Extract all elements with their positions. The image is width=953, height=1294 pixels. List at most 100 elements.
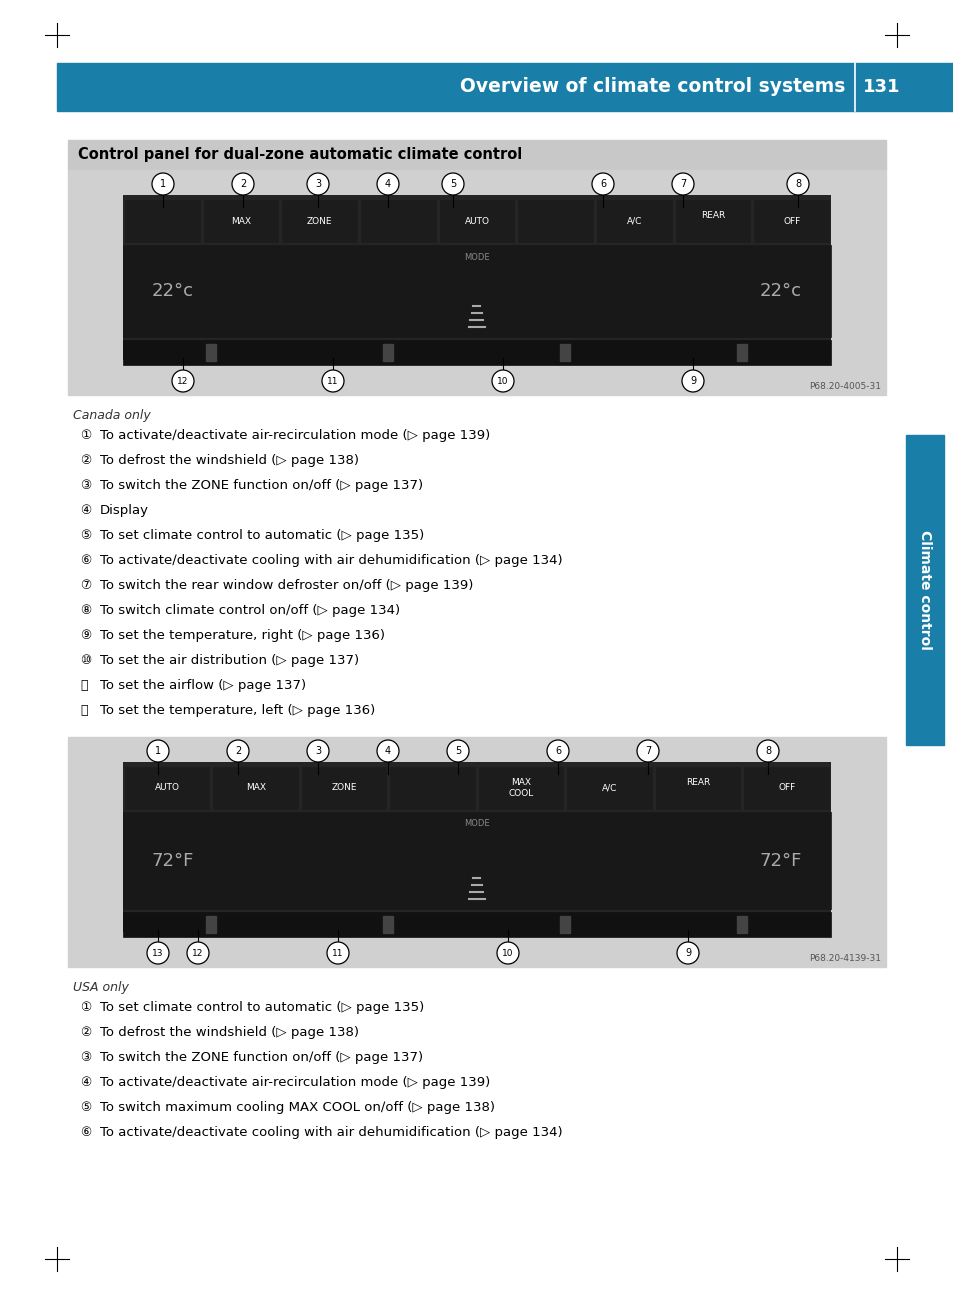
Text: 2: 2 <box>239 179 246 189</box>
Text: ⑦: ⑦ <box>80 578 91 591</box>
Text: To set climate control to automatic (▷ page 135): To set climate control to automatic (▷ p… <box>100 1002 424 1014</box>
Circle shape <box>376 173 398 195</box>
Text: ④: ④ <box>80 503 91 518</box>
Text: ZONE: ZONE <box>307 216 332 225</box>
Bar <box>123 195 830 360</box>
Text: 1: 1 <box>154 747 161 756</box>
Text: USA only: USA only <box>73 981 129 994</box>
Text: 22°c: 22°c <box>760 282 801 300</box>
Circle shape <box>492 370 514 392</box>
Bar <box>597 201 671 242</box>
Text: 1: 1 <box>160 179 166 189</box>
Text: 3: 3 <box>314 179 321 189</box>
Circle shape <box>677 942 699 964</box>
Text: To switch maximum cooling MAX COOL on∕off (▷ page 138): To switch maximum cooling MAX COOL on∕of… <box>100 1101 495 1114</box>
Text: A/C: A/C <box>601 783 617 792</box>
Bar <box>737 344 747 361</box>
Text: 9: 9 <box>689 377 696 386</box>
Circle shape <box>757 740 779 762</box>
Text: 4: 4 <box>384 179 391 189</box>
Text: ⑨: ⑨ <box>80 629 91 642</box>
Text: 2: 2 <box>234 747 241 756</box>
Text: A/C: A/C <box>626 216 641 225</box>
Bar <box>656 767 740 809</box>
Text: P68.20-4005-31: P68.20-4005-31 <box>808 382 880 391</box>
Text: ②: ② <box>80 454 91 467</box>
Text: P68.20-4139-31: P68.20-4139-31 <box>808 954 880 963</box>
Bar <box>123 340 830 365</box>
Bar <box>517 201 593 242</box>
Text: To set the temperature, left (▷ page 136): To set the temperature, left (▷ page 136… <box>100 704 375 717</box>
Bar <box>383 344 393 361</box>
Text: ⑪: ⑪ <box>80 679 88 692</box>
Text: MODE: MODE <box>464 252 489 261</box>
Text: 7: 7 <box>644 747 651 756</box>
Text: ⑥: ⑥ <box>80 1126 91 1139</box>
Text: REAR: REAR <box>685 778 710 797</box>
Bar <box>213 767 297 809</box>
Bar <box>383 916 393 933</box>
Bar <box>282 201 356 242</box>
Circle shape <box>227 740 249 762</box>
Circle shape <box>637 740 659 762</box>
Bar <box>206 344 216 361</box>
Text: Overview of climate control systems: Overview of climate control systems <box>459 78 844 97</box>
Text: ⑥: ⑥ <box>80 554 91 567</box>
Text: 8: 8 <box>794 179 801 189</box>
Circle shape <box>147 740 169 762</box>
Text: 10: 10 <box>497 377 508 386</box>
Circle shape <box>592 173 614 195</box>
Bar <box>123 912 830 937</box>
Text: To activate∕deactivate air-recirculation mode (▷ page 139): To activate∕deactivate air-recirculation… <box>100 1077 490 1090</box>
Bar <box>737 916 747 933</box>
Text: To set the temperature, right (▷ page 136): To set the temperature, right (▷ page 13… <box>100 629 385 642</box>
Bar <box>125 767 210 809</box>
Circle shape <box>546 740 568 762</box>
Text: ⑧: ⑧ <box>80 604 91 617</box>
Text: 11: 11 <box>332 949 343 958</box>
Circle shape <box>232 173 253 195</box>
Circle shape <box>152 173 173 195</box>
Text: 12: 12 <box>177 377 189 386</box>
Bar <box>68 140 885 170</box>
Text: 5: 5 <box>455 747 460 756</box>
Circle shape <box>376 740 398 762</box>
Bar <box>203 201 278 242</box>
Text: To activate∕deactivate cooling with air dehumidification (▷ page 134): To activate∕deactivate cooling with air … <box>100 554 562 567</box>
Text: AUTO: AUTO <box>464 216 489 225</box>
Bar <box>68 170 885 395</box>
Text: OFF: OFF <box>778 783 795 792</box>
Text: Climate control: Climate control <box>917 531 931 650</box>
Bar <box>123 245 830 336</box>
Text: To defrost the windshield (▷ page 138): To defrost the windshield (▷ page 138) <box>100 454 358 467</box>
Bar <box>206 916 216 933</box>
Text: 5: 5 <box>450 179 456 189</box>
Text: 12: 12 <box>193 949 204 958</box>
Bar <box>478 767 563 809</box>
Circle shape <box>307 740 329 762</box>
Text: To set the air distribution (▷ page 137): To set the air distribution (▷ page 137) <box>100 653 358 666</box>
Circle shape <box>327 942 349 964</box>
Circle shape <box>671 173 693 195</box>
Circle shape <box>322 370 344 392</box>
Bar <box>754 201 828 242</box>
Text: 10: 10 <box>501 949 514 958</box>
Text: 9: 9 <box>684 949 690 958</box>
Text: 7: 7 <box>679 179 685 189</box>
Text: 6: 6 <box>599 179 605 189</box>
Text: To set the airflow (▷ page 137): To set the airflow (▷ page 137) <box>100 679 306 692</box>
Text: To activate∕deactivate cooling with air dehumidification (▷ page 134): To activate∕deactivate cooling with air … <box>100 1126 562 1139</box>
Bar <box>123 762 830 932</box>
Bar <box>57 63 953 111</box>
Bar <box>560 344 570 361</box>
Text: ③: ③ <box>80 1051 91 1064</box>
Text: 3: 3 <box>314 747 321 756</box>
Bar <box>360 201 436 242</box>
Circle shape <box>441 173 463 195</box>
Circle shape <box>187 942 209 964</box>
Bar <box>743 767 828 809</box>
Text: Control panel for dual-zone automatic climate control: Control panel for dual-zone automatic cl… <box>78 148 521 163</box>
Text: ⑩: ⑩ <box>80 653 91 666</box>
Text: To switch the rear window defroster on∕off (▷ page 139): To switch the rear window defroster on∕o… <box>100 578 473 591</box>
Bar <box>567 767 651 809</box>
